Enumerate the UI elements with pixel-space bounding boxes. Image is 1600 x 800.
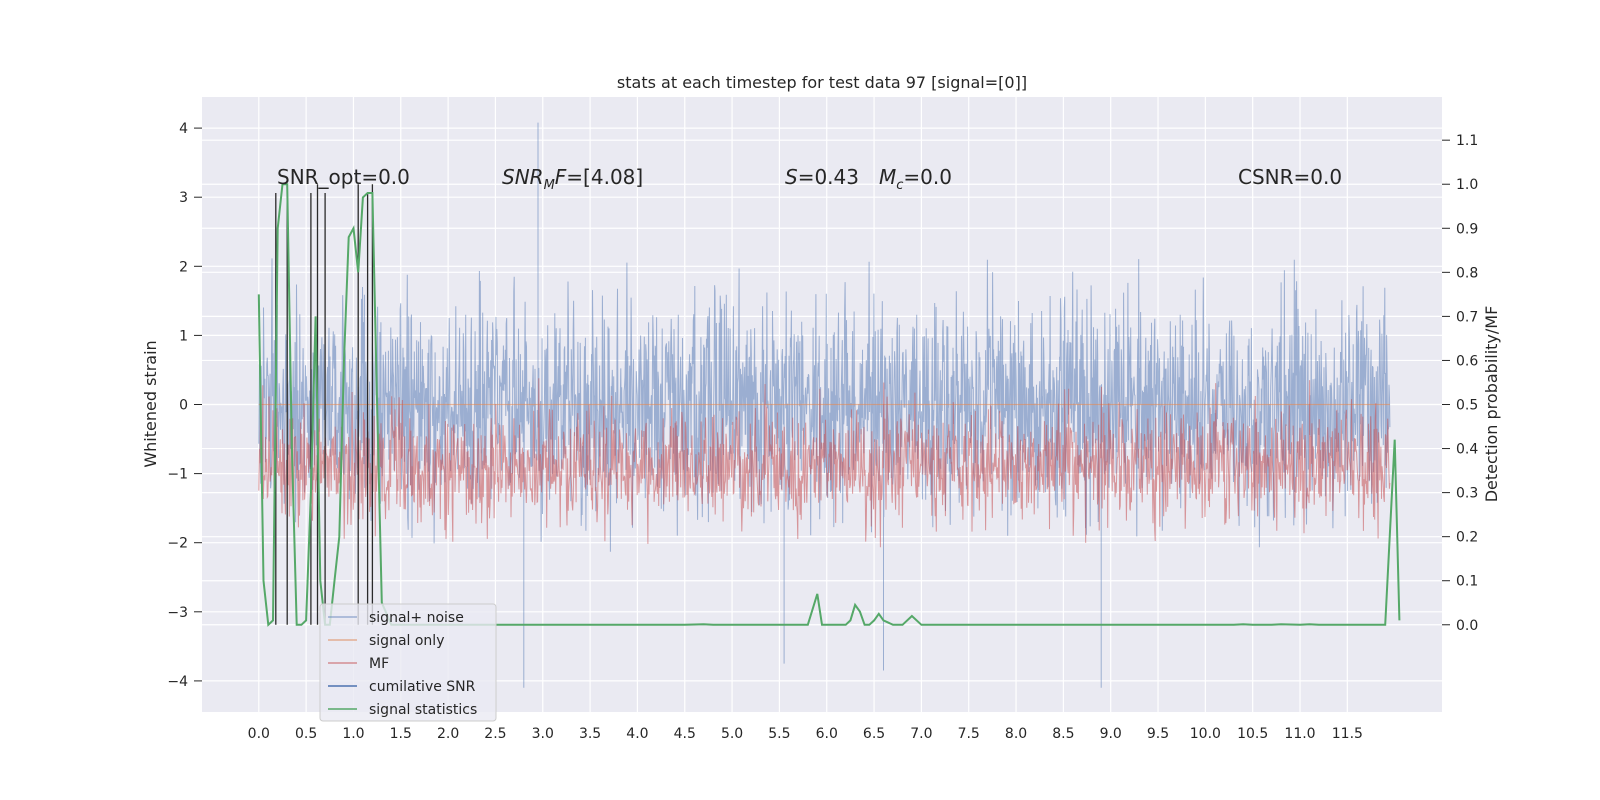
y-tick-label-right: 0.0 [1456, 618, 1478, 634]
x-tick-label: 1.0 [342, 726, 364, 742]
y-tick-label-right: 1.0 [1456, 177, 1478, 193]
x-tick-label: 6.0 [816, 726, 838, 742]
y-tick-label-right: 0.8 [1456, 265, 1478, 281]
annotation-mc-val: =0.0 [903, 165, 952, 189]
annotation-csnr: CSNR=0.0 [1238, 165, 1342, 189]
x-tick-label: 8.5 [1052, 726, 1074, 742]
y-tick-label-right: 0.3 [1456, 486, 1478, 502]
y-tick-label-right: 0.2 [1456, 530, 1478, 546]
y-tick-label-right: 0.7 [1456, 309, 1478, 325]
x-tick-label: 3.5 [579, 726, 601, 742]
x-tick-label: 9.0 [1100, 726, 1122, 742]
y-tick-label-left: 1 [179, 328, 188, 344]
chart-title: stats at each timestep for test data 97 … [617, 73, 1027, 92]
x-tick-label: 11.0 [1284, 726, 1315, 742]
legend-label-signal-only: signal only [369, 633, 444, 649]
legend-label-signal-noise: signal+ noise [369, 610, 464, 626]
x-tick-label: 4.5 [674, 726, 696, 742]
x-tick-label: 3.0 [532, 726, 554, 742]
y-tick-label-left: −3 [167, 605, 188, 621]
annotation-snr-opt: SNR_opt=0.0 [277, 165, 410, 189]
y-tick-label-right: 1.1 [1456, 133, 1478, 149]
y-tick-label-left: 2 [179, 259, 188, 275]
legend-label-cumilative-snr: cumilative SNR [369, 679, 476, 695]
legend-label-signal-statistics: signal statistics [369, 702, 477, 718]
annotation-snr-mf-mid: F [555, 165, 567, 189]
x-tick-label: 2.0 [437, 726, 459, 742]
annotation-mc-main: M [879, 165, 896, 189]
x-tick-label: 10.0 [1190, 726, 1221, 742]
annotation-s-val: =0.43 [798, 165, 859, 189]
y-tick-label-left: −2 [167, 536, 188, 552]
legend-box [319, 603, 497, 722]
y-tick-label-right: 0.9 [1456, 221, 1478, 237]
x-tick-label: 7.0 [910, 726, 932, 742]
y-tick-label-left: 4 [179, 121, 188, 137]
x-tick-label: 0.0 [248, 726, 270, 742]
x-tick-label: 5.5 [768, 726, 790, 742]
y-tick-label-right: 0.5 [1456, 398, 1478, 414]
series-signal-statistics [257, 183, 1401, 627]
y-tick-label-right: 0.1 [1456, 574, 1478, 590]
series-mf [258, 378, 1391, 548]
x-tick-label: 4.0 [626, 726, 648, 742]
annotation-s: S=0.43 [785, 165, 859, 189]
x-tick-label: 9.5 [1147, 726, 1169, 742]
series-signal-noise [258, 122, 1391, 688]
annotation-snr-mf-sub: M [544, 178, 555, 193]
legend-label-mf: MF [369, 656, 389, 672]
annotation-mc-sub: c [896, 178, 903, 193]
annotation-snr-mf-val: =[4.08] [566, 165, 643, 189]
data-layer [257, 122, 1401, 688]
x-tick-label: 11.5 [1332, 726, 1363, 742]
x-tick-label: 7.5 [958, 726, 980, 742]
x-tick-label: 2.5 [484, 726, 506, 742]
axes: 0.0 0.5 1.0 1.5 2.0 2.5 3.0 3.5 4.0 4.5 5.0 5.5 6.0 6… [167, 121, 1478, 742]
x-tick-label: 0.5 [295, 726, 317, 742]
x-tick-label: 6.5 [863, 726, 885, 742]
y-tick-label-right: 0.4 [1456, 442, 1478, 458]
y-tick-label-left: 0 [179, 398, 188, 414]
y-tick-label-right: 0.6 [1456, 353, 1478, 369]
y-axis-label-right: Detection probability/MF [1482, 306, 1501, 503]
legend: signal+ noise signal only MF cumilative … [319, 603, 497, 722]
annotation-snr-mf: SNRMF=[4.08] [502, 165, 643, 193]
y-tick-label-left: 3 [179, 190, 188, 206]
y-tick-label-left: −4 [167, 674, 188, 690]
annotation-s-main: S [785, 165, 798, 189]
annotation-mc: Mc=0.0 [879, 165, 952, 193]
y-axis-label-left: Whitened strain [141, 340, 160, 467]
x-tick-label: 10.5 [1237, 726, 1268, 742]
x-tick-label: 5.0 [721, 726, 743, 742]
x-tick-label: 8.0 [1005, 726, 1027, 742]
x-tick-label: 1.5 [390, 726, 412, 742]
annotation-snr-mf-main: SNR [502, 165, 544, 189]
y-tick-label-left: −1 [167, 467, 188, 483]
